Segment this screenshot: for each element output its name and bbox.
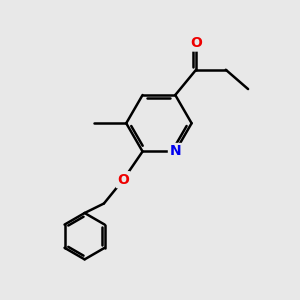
Text: N: N <box>169 145 181 158</box>
Text: O: O <box>190 36 202 50</box>
Text: O: O <box>117 173 129 187</box>
